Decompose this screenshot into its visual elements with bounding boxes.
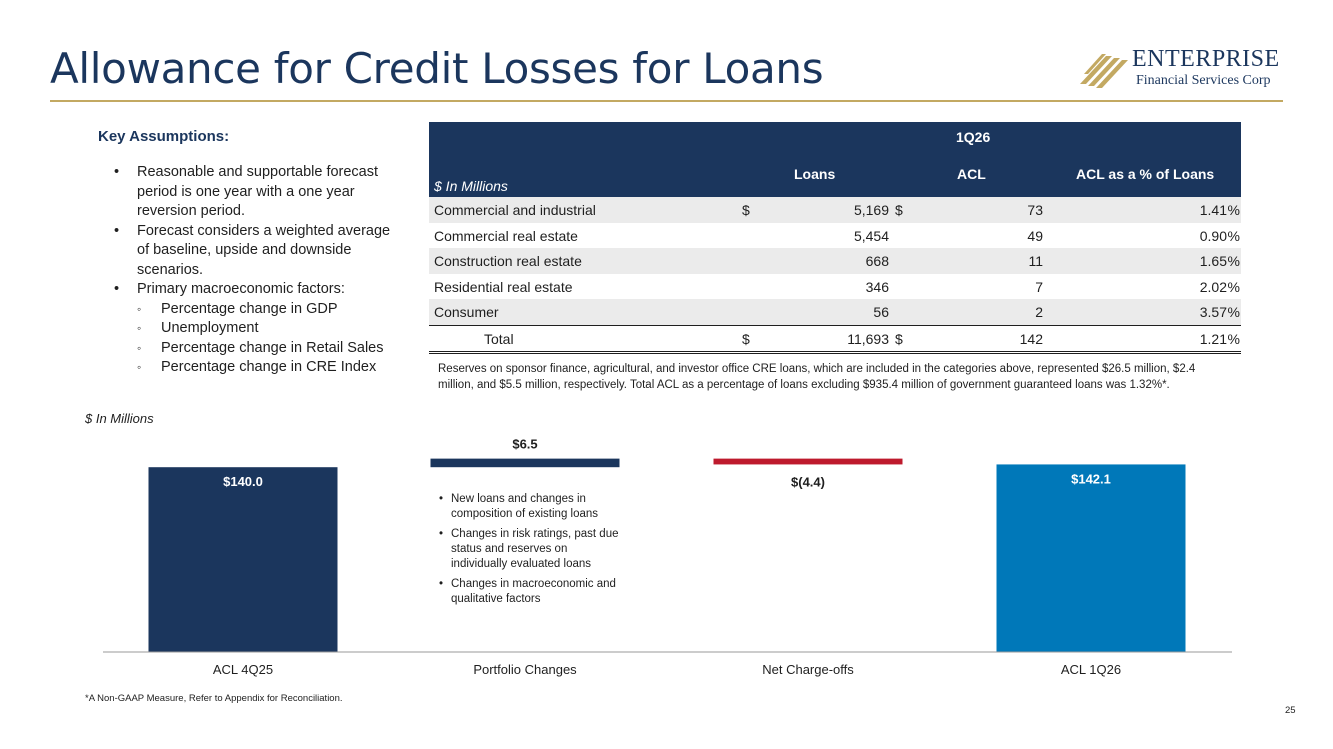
assumption-item: Primary macroeconomic factors: Percentag…	[114, 280, 404, 378]
logo-subtitle: Financial Services Corp	[1136, 73, 1271, 88]
table-row: Commercial real estate 5,454 49 0.90 %	[429, 223, 1241, 249]
pct-sign: %	[1227, 330, 1240, 347]
acl-value: 73	[1027, 202, 1043, 218]
row-label: Commercial real estate	[434, 227, 578, 244]
total-loans-value: 11,693	[847, 330, 889, 347]
table-header: 1Q26 $ In Millions Loans ACL ACL as a % …	[429, 122, 1241, 197]
loans-value: 56	[873, 304, 889, 320]
loans-value: 346	[865, 278, 889, 295]
loans-value: 5,169	[853, 202, 889, 218]
total-acl-value: 142	[1019, 330, 1043, 347]
macro-factor-item: Percentage change in CRE Index	[137, 358, 404, 378]
macro-factor-item: Percentage change in Retail Sales	[137, 339, 404, 359]
non-gaap-footnote: *A Non-GAAP Measure, Refer to Appendix f…	[85, 693, 343, 704]
category-label: Net Charge-offs	[762, 662, 854, 677]
acl-pct-value: 3.57	[1199, 304, 1227, 320]
portfolio-change-note: Changes in macroeconomic and qualitative…	[439, 577, 624, 607]
row-label: Construction real estate	[434, 253, 582, 269]
page-number: 25	[1285, 705, 1296, 716]
category-label: ACL 1Q26	[1061, 662, 1121, 677]
bar-data-label: $142.1	[1071, 471, 1111, 486]
acl-pct-value: 1.65	[1199, 253, 1227, 269]
table-row: Consumer 56 2 3.57 %	[429, 299, 1241, 325]
acl-value: 2	[1035, 304, 1043, 320]
loans-value: 668	[865, 253, 889, 269]
total-acl-pct-value: 1.21	[1199, 330, 1227, 347]
loans-dollar-sign: $	[742, 330, 750, 347]
company-logo: ENTERPRISE Financial Services Corp	[1080, 46, 1290, 96]
period-header: 1Q26	[956, 129, 991, 145]
category-label: Portfolio Changes	[473, 662, 577, 677]
portfolio-change-note: New loans and changes in composition of …	[439, 492, 624, 522]
page-title: Allowance for Credit Losses for Loans	[50, 44, 824, 93]
acl-table: 1Q26 $ In Millions Loans ACL ACL as a % …	[429, 122, 1241, 354]
logo-stripes-icon	[1080, 54, 1128, 88]
total-label: Total	[484, 330, 514, 347]
waterfall-bar	[430, 458, 620, 468]
pct-sign: %	[1227, 227, 1240, 244]
portfolio-change-note: Changes in risk ratings, past due status…	[439, 527, 624, 572]
pct-sign: %	[1227, 304, 1240, 320]
acl-pct-value: 2.02	[1199, 278, 1227, 295]
waterfall-bar	[148, 467, 338, 652]
macro-factor-item: Percentage change in GDP	[137, 300, 404, 320]
portfolio-changes-notes: New loans and changes in composition of …	[439, 492, 624, 612]
pct-sign: %	[1227, 253, 1240, 269]
acl-pct-value: 1.41	[1199, 202, 1227, 218]
waterfall-bar	[996, 464, 1186, 652]
bar-data-label: $(4.4)	[791, 474, 825, 489]
category-label: ACL 4Q25	[213, 662, 273, 677]
acl-value: 49	[1027, 227, 1043, 244]
acl-value: 7	[1035, 278, 1043, 295]
assumption-item-text: Primary macroeconomic factors:	[137, 281, 345, 297]
table-total-row: Total $ 11,693 $ 142 1.21 %	[429, 324, 1241, 354]
key-assumptions-title: Key Assumptions:	[98, 128, 230, 145]
macro-factor-item: Unemployment	[137, 319, 404, 339]
acl-pct-column-header: ACL as a % of Loans	[1076, 166, 1215, 182]
table-row: Residential real estate 346 7 2.02 %	[429, 274, 1241, 300]
acl-dollar-sign: $	[895, 202, 903, 218]
acl-column-header: ACL	[957, 166, 986, 182]
row-label: Commercial and industrial	[434, 202, 596, 218]
row-label: Consumer	[434, 304, 499, 320]
acl-dollar-sign: $	[895, 330, 903, 347]
acl-value: 11	[1028, 253, 1043, 269]
macro-factors-list: Percentage change in GDP Unemployment Pe…	[137, 300, 404, 378]
table-footnote: Reserves on sponsor finance, agricultura…	[438, 363, 1196, 391]
loans-dollar-sign: $	[742, 202, 750, 218]
table-row: Construction real estate 668 11 1.65 %	[429, 248, 1241, 274]
acl-pct-value: 0.90	[1199, 227, 1227, 244]
key-assumptions-list: Reasonable and supportable forecast peri…	[114, 163, 404, 378]
bar-data-label: $140.0	[223, 474, 263, 489]
assumption-item: Reasonable and supportable forecast peri…	[114, 163, 404, 222]
loans-value: 5,454	[853, 227, 889, 244]
chart-units-label: $ In Millions	[85, 411, 154, 426]
loans-column-header: Loans	[794, 166, 836, 182]
table-units-label: $ In Millions	[434, 178, 508, 194]
title-underline	[50, 100, 1283, 102]
waterfall-bar	[713, 458, 903, 465]
assumption-item: Forecast considers a weighted average of…	[114, 222, 404, 281]
pct-sign: %	[1227, 202, 1240, 218]
logo-name: ENTERPRISE	[1132, 46, 1280, 72]
row-label: Residential real estate	[434, 278, 573, 295]
bar-data-label: $6.5	[512, 437, 537, 452]
table-row: Commercial and industrial $ 5,169 $ 73 1…	[429, 197, 1241, 223]
pct-sign: %	[1227, 278, 1240, 295]
